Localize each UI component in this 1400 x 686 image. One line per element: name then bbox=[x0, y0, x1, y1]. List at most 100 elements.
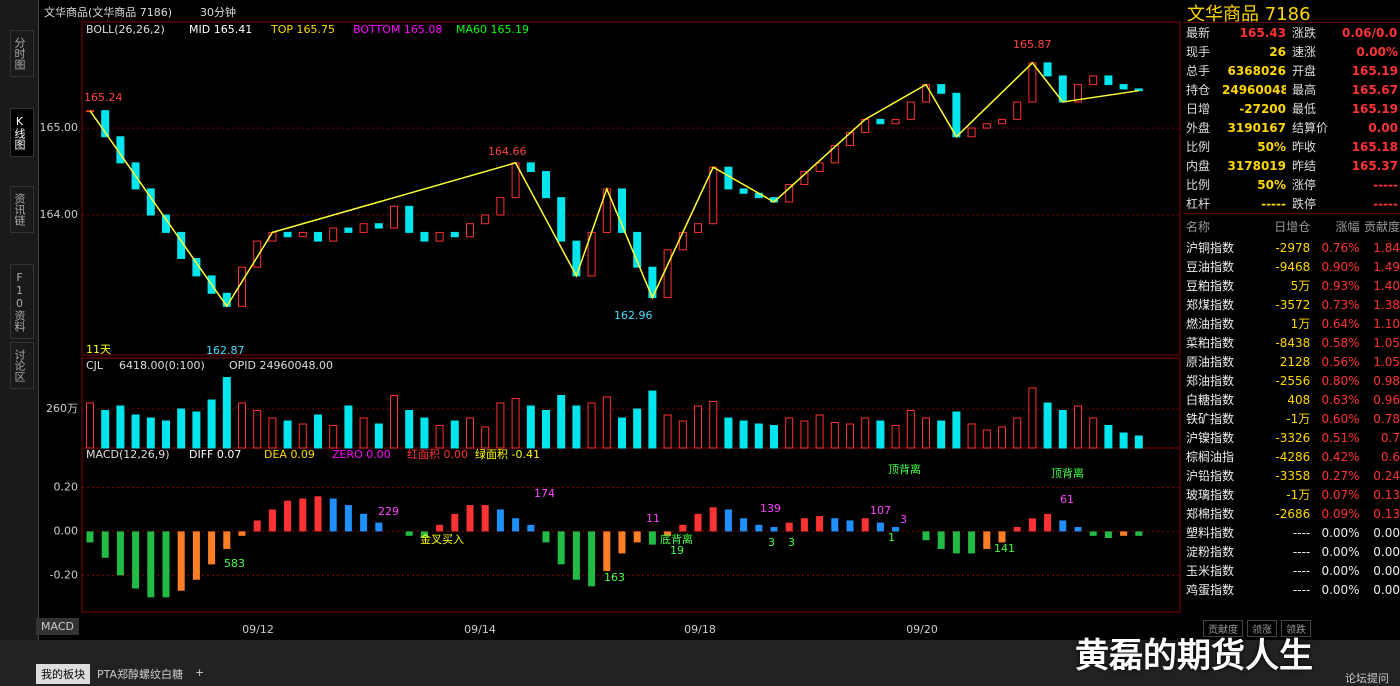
table-row[interactable]: 郑油指数 -2556 0.80% 0.98 bbox=[1183, 371, 1400, 390]
y-tick-label: 164.00 bbox=[40, 208, 79, 221]
quote-cell: 开盘 bbox=[1292, 64, 1317, 78]
table-row[interactable]: 玉米指数 ---- 0.00% 0.00 bbox=[1183, 561, 1400, 580]
candle bbox=[222, 292, 231, 307]
macd-bar bbox=[268, 509, 276, 532]
bottom-tab[interactable]: PTA郑醇螺纹白糖 bbox=[92, 664, 189, 684]
quote-cell: 0.00% bbox=[1356, 44, 1398, 59]
quote-row: 比例 50% 涨停 ----- bbox=[1183, 175, 1400, 194]
table-cell: 沪铜指数 bbox=[1186, 241, 1235, 255]
candle bbox=[906, 101, 915, 120]
macd-bar bbox=[329, 498, 337, 532]
quote-cell: 165.67 bbox=[1351, 82, 1398, 97]
table-cell: 0.00% bbox=[1321, 582, 1360, 597]
volume-bar bbox=[526, 405, 535, 449]
table-cell: 郑油指数 bbox=[1186, 374, 1235, 388]
macd-bar bbox=[101, 531, 109, 558]
volume-bar bbox=[648, 390, 657, 449]
table-cell: 0.00 bbox=[1373, 544, 1400, 559]
table-cell: 豆粕指数 bbox=[1186, 279, 1235, 293]
table-cell: 0.13 bbox=[1373, 506, 1400, 521]
table-tab[interactable]: 贡献度 bbox=[1203, 620, 1243, 637]
macd-bar bbox=[785, 522, 793, 532]
quote-cell: 0.06/0.03% bbox=[1342, 25, 1398, 40]
volume-bar bbox=[1119, 432, 1128, 449]
table-row[interactable]: 沪镍指数 -3326 0.51% 0.7 bbox=[1183, 428, 1400, 447]
y-tick-label: 0.20 bbox=[54, 481, 79, 494]
quote-cell: 总手 bbox=[1186, 64, 1211, 78]
forum-button[interactable]: 论坛提问 bbox=[1345, 672, 1389, 685]
sidebar-tab[interactable]: K线图 bbox=[10, 108, 34, 157]
table-cell: 1.10 bbox=[1373, 316, 1400, 331]
chart: 文华商品(文华商品 7186) 30分钟 165.00 164.00 BOLL(26,2… bbox=[40, 5, 1181, 636]
table-row[interactable]: 郑煤指数 -3572 0.73% 1.38 bbox=[1183, 295, 1400, 314]
volume-bar bbox=[1028, 387, 1037, 449]
macd-bar bbox=[116, 531, 124, 576]
table-cell: 0.00% bbox=[1321, 563, 1360, 578]
zigzag bbox=[89, 61, 1139, 308]
table-cell: -2556 bbox=[1275, 373, 1311, 388]
volume-bar bbox=[542, 410, 550, 449]
price-annotation: 162.96 bbox=[614, 309, 653, 322]
table-cell: 铁矿指数 bbox=[1186, 412, 1235, 426]
quote-cell: 165.37 bbox=[1351, 158, 1398, 173]
quote-cell: 26 bbox=[1269, 44, 1286, 59]
table-row[interactable]: 鸡蛋指数 ---- 0.00% 0.00 bbox=[1183, 580, 1400, 599]
table-row[interactable]: 沪铜指数 -2978 0.76% 1.84 bbox=[1183, 238, 1400, 257]
bottom-tab[interactable]: + bbox=[190, 664, 210, 681]
table-row[interactable]: 原油指数 2128 0.56% 1.05 bbox=[1183, 352, 1400, 371]
candle bbox=[663, 249, 672, 299]
quote-cell: 日增 bbox=[1186, 102, 1211, 116]
table-cell: 0.00% bbox=[1321, 544, 1360, 559]
table-row[interactable]: 棕榈油指 -4286 0.42% 0.6 bbox=[1183, 447, 1400, 466]
bottom-tab[interactable]: 我的板块 bbox=[36, 664, 90, 684]
candle bbox=[420, 231, 429, 242]
quote-cell: 速涨 bbox=[1292, 45, 1317, 59]
volume-bar bbox=[131, 414, 140, 449]
table-row[interactable]: 白糖指数 408 0.63% 0.96 bbox=[1183, 390, 1400, 409]
table-tab[interactable]: 领涨 bbox=[1247, 620, 1277, 637]
volume-bar bbox=[876, 420, 885, 449]
volume-bar bbox=[435, 425, 444, 449]
table-cell: -3572 bbox=[1275, 297, 1311, 312]
table-cell: 菜粕指数 bbox=[1186, 336, 1235, 350]
table-cell: -3326 bbox=[1275, 430, 1311, 445]
sidebar-tab[interactable]: 分时图 bbox=[10, 30, 34, 77]
price-annotation: 162.87 bbox=[206, 344, 245, 357]
table-row[interactable]: 沪铅指数 -3358 0.27% 0.24 bbox=[1183, 466, 1400, 485]
macd-annotation: 底背离 bbox=[660, 532, 693, 546]
sidebar-tab[interactable]: 资讯链 bbox=[10, 186, 34, 233]
table-row[interactable]: 豆油指数 -9468 0.90% 1.49 bbox=[1183, 257, 1400, 276]
table-header-cell: 涨幅 bbox=[1335, 219, 1360, 234]
volume-bar bbox=[587, 402, 596, 449]
table-row[interactable]: 燃油指数 1万 0.64% 1.10 bbox=[1183, 314, 1400, 333]
table-cell: 豆油指数 bbox=[1186, 260, 1235, 274]
sidebar-tab[interactable]: 讨论区 bbox=[10, 342, 34, 389]
sidebar-tab[interactable]: F10资料 bbox=[10, 264, 34, 339]
volume-bar bbox=[754, 423, 763, 449]
macd-bar bbox=[466, 505, 474, 532]
table-header-cell: 贡献度 bbox=[1363, 219, 1400, 234]
table-row[interactable]: 菜粕指数 -8438 0.58% 1.05 bbox=[1183, 333, 1400, 352]
table-row[interactable]: 豆粕指数 5万 0.93% 1.40 bbox=[1183, 276, 1400, 295]
legend-item: MA60 165.19 bbox=[456, 23, 529, 36]
macd-annotation: 174 bbox=[534, 487, 555, 500]
header-title: 文华商品(文华商品 7186) bbox=[44, 5, 172, 19]
macd-annotation: 3 bbox=[788, 536, 795, 549]
volume-bar bbox=[937, 420, 946, 449]
macd-bar bbox=[1013, 527, 1021, 532]
table-tab[interactable]: 领跌 bbox=[1281, 620, 1311, 637]
macd-bar bbox=[344, 505, 352, 532]
quote-cell: ----- bbox=[1373, 177, 1398, 192]
bottom-tab[interactable]: MACD bbox=[36, 618, 79, 635]
macd-bar bbox=[238, 531, 246, 536]
volume-bar bbox=[1134, 435, 1143, 449]
quote-cell: 昨结 bbox=[1292, 159, 1317, 173]
table-row[interactable]: 玻璃指数 -1万 0.07% 0.13 bbox=[1183, 485, 1400, 504]
table-row[interactable]: 淀粉指数 ---- 0.00% 0.00 bbox=[1183, 542, 1400, 561]
quote-cell: 最低 bbox=[1292, 102, 1317, 116]
macd-bar bbox=[284, 500, 292, 532]
table-row[interactable]: 塑料指数 ---- 0.00% 0.00 bbox=[1183, 523, 1400, 542]
table-cell: 0.6 bbox=[1380, 449, 1400, 464]
table-row[interactable]: 郑棉指数 -2686 0.09% 0.13 bbox=[1183, 504, 1400, 523]
table-row[interactable]: 铁矿指数 -1万 0.60% 0.78 bbox=[1183, 409, 1400, 428]
